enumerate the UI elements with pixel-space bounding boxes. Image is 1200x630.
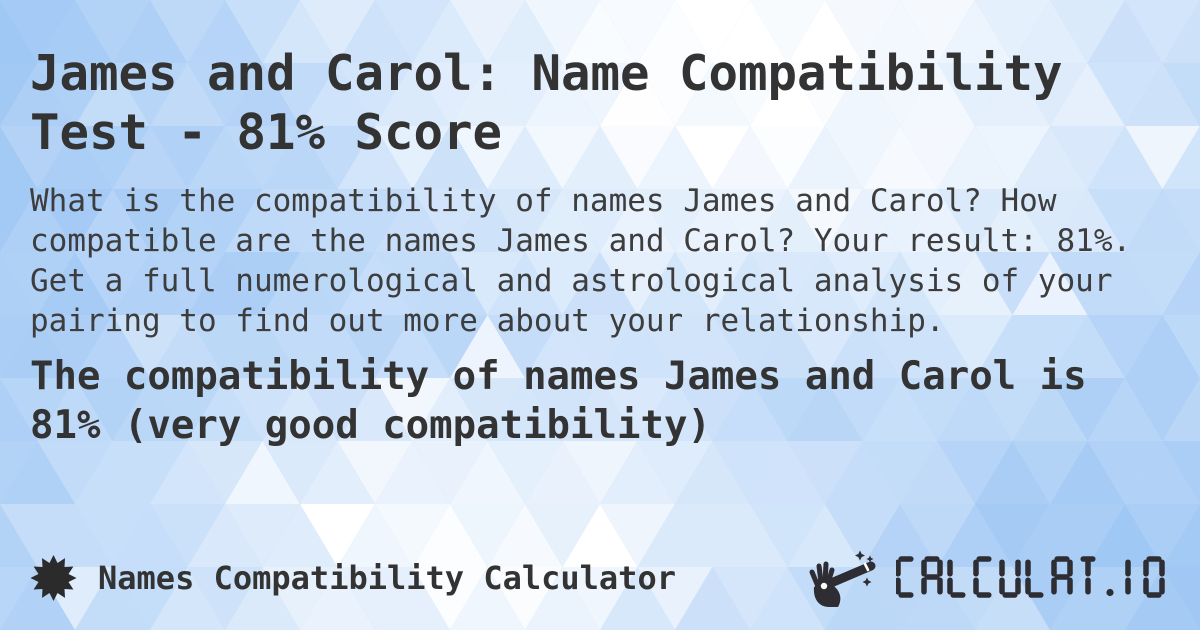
description-line: Get a full numerological and astrologica… <box>30 263 1113 299</box>
footer: Names Compatibility Calculator <box>0 549 1200 607</box>
description-line: compatible are the names James and Carol… <box>30 223 1132 259</box>
starburst-icon <box>30 555 77 601</box>
magic-wand-hand-icon <box>809 550 876 607</box>
calculatio-logo <box>807 549 1170 607</box>
statement-line: 81% (very good compatibility) <box>30 403 711 448</box>
result-statement: The compatibility of names James and Car… <box>30 352 1087 450</box>
calculator-brand: Names Compatibility Calculator <box>30 554 676 602</box>
title-line: Test - 81% Score <box>30 104 503 161</box>
site-label: Names Compatibility Calculator <box>98 559 676 597</box>
description-line: pairing to find out more about your rela… <box>30 303 945 339</box>
statement-line: The compatibility of names James and Car… <box>30 354 1087 399</box>
logo-wordmark <box>896 556 1165 598</box>
title-line: James and Carol: Name Compatibility <box>30 45 1063 102</box>
page-title: James and Carol: Name Compatibility Test… <box>30 44 1063 162</box>
description-line: What is the compatibility of names James… <box>30 183 1057 219</box>
page-description: What is the compatibility of names James… <box>30 181 1131 341</box>
